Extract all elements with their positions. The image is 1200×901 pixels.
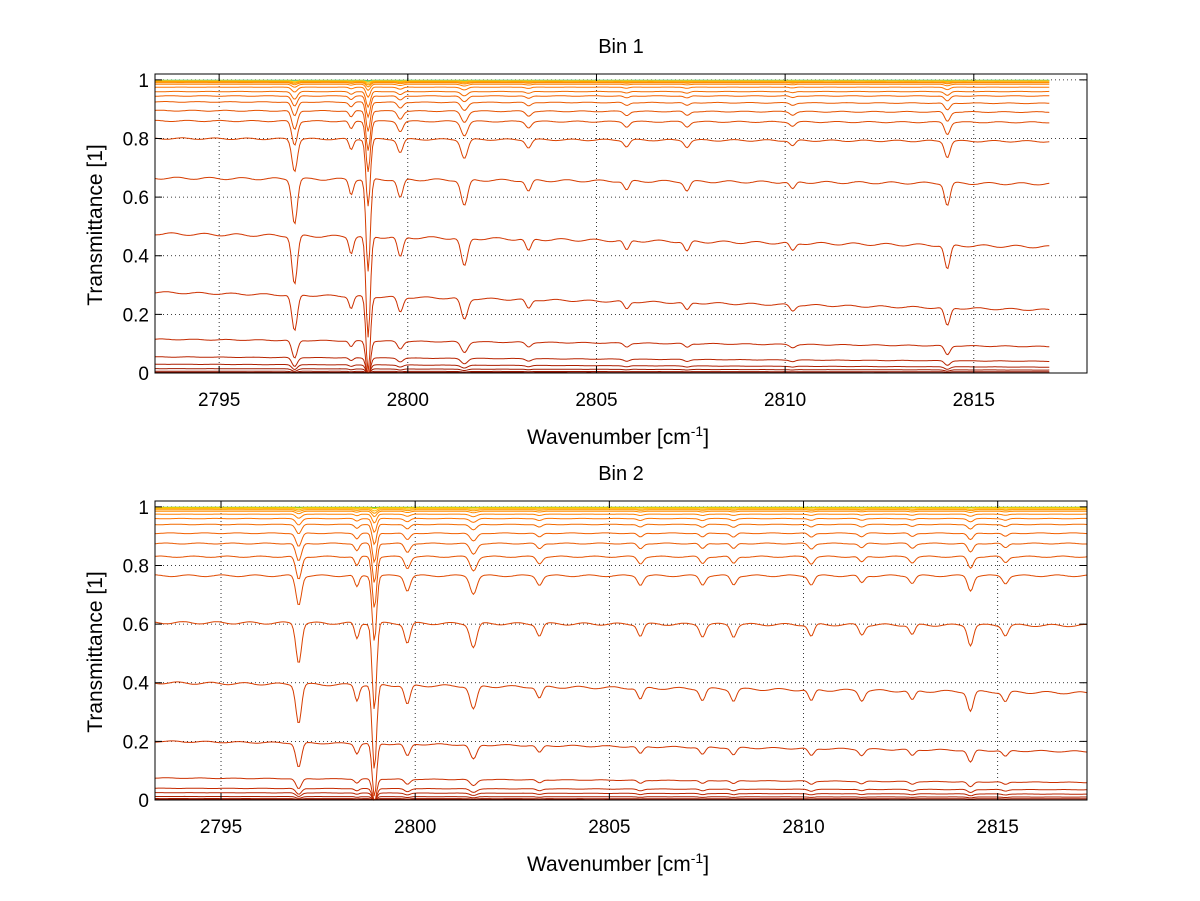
series-line (155, 95, 1050, 119)
y-tick-label: 0.2 (123, 732, 149, 753)
series-line (155, 90, 1050, 109)
series-line (154, 119, 1050, 172)
series-line (155, 792, 1087, 801)
y-tick-label: 0.4 (123, 247, 150, 268)
y-tick-label: 1 (138, 498, 149, 519)
series-line (154, 523, 1088, 546)
series-line (155, 368, 1050, 374)
series-line (155, 232, 1050, 338)
series-line (155, 740, 1088, 797)
x-tick-label: 2800 (394, 817, 436, 838)
y-tick-label: 0.6 (123, 615, 149, 636)
series-line (155, 80, 1050, 84)
y-ticks: 0 0.2 0.4 0.6 0.8 1 (123, 71, 1087, 385)
y-tick-label: 0.6 (123, 188, 149, 209)
x-tick-label: 2810 (782, 817, 824, 838)
series-line (154, 291, 1050, 373)
x-tick-label: 2795 (198, 390, 240, 411)
series-line (155, 82, 1050, 88)
series-line (154, 137, 1050, 207)
series-line (155, 80, 1050, 83)
series-line (154, 621, 1087, 709)
chart-panel-bin-2: Bin 2 2795 2800 2805 2810 2815 0 0.2 0.4 0.6 0.8… (84, 463, 1088, 876)
series-line (154, 681, 1088, 769)
chart-title: Bin 1 (598, 36, 644, 58)
series-line (155, 507, 1087, 510)
series-line (155, 532, 1088, 564)
y-tick-label: 0 (138, 364, 149, 385)
series-lines (154, 79, 1050, 374)
x-ticks: 2795 2800 2805 2810 2815 (200, 501, 1019, 838)
x-tick-label: 2815 (977, 817, 1019, 838)
series-line (154, 101, 1050, 132)
x-tick-label: 2795 (200, 817, 242, 838)
series-line (154, 795, 1087, 801)
series-line (155, 81, 1050, 86)
chart-title: Bin 2 (598, 463, 644, 485)
series-line (155, 356, 1050, 374)
series-line (154, 555, 1088, 608)
y-axis-label: Transmittance [1] (84, 571, 107, 732)
y-ticks: 0 0.2 0.4 0.6 0.8 1 (123, 498, 1087, 812)
y-tick-label: 0.8 (123, 556, 149, 577)
series-line (154, 363, 1050, 374)
y-tick-label: 0.8 (123, 129, 149, 150)
series-line (155, 787, 1087, 801)
x-axis-label: Wavenumber [cm-1] (527, 423, 709, 449)
x-ticks: 2795 2800 2805 2810 2815 (198, 74, 995, 411)
series-line (155, 798, 1087, 801)
axes-frame (154, 500, 1088, 801)
series-line (155, 574, 1088, 641)
series-line (155, 510, 1087, 518)
y-tick-label: 0 (138, 791, 149, 812)
series-line (154, 338, 1050, 374)
series-line (154, 517, 1087, 534)
series-line (155, 513, 1087, 524)
axes-frame (154, 73, 1088, 374)
series-line (154, 109, 1050, 151)
series-line (154, 542, 1087, 583)
series-line (155, 370, 1050, 374)
series-lines (154, 506, 1088, 801)
series-line (154, 777, 1087, 801)
y-tick-label: 0.2 (123, 305, 149, 326)
x-tick-label: 2800 (387, 390, 429, 411)
series-line (155, 508, 1087, 512)
x-tick-label: 2810 (764, 390, 806, 411)
x-tick-label: 2805 (575, 390, 617, 411)
x-tick-label: 2815 (953, 390, 995, 411)
x-tick-label: 2805 (588, 817, 630, 838)
series-line (155, 83, 1050, 92)
x-axis-label: Wavenumber [cm-1] (527, 850, 709, 876)
series-line (155, 86, 1050, 99)
series-line (155, 509, 1087, 514)
y-tick-label: 0.4 (123, 674, 150, 695)
chart-panel-bin-1: Bin 1 2795 2800 2805 2810 2815 0 0.2 0.4 0.6 0.8… (84, 36, 1088, 449)
y-axis-label: Transmittance [1] (84, 144, 107, 305)
series-line (154, 176, 1050, 272)
y-tick-label: 1 (138, 71, 149, 92)
